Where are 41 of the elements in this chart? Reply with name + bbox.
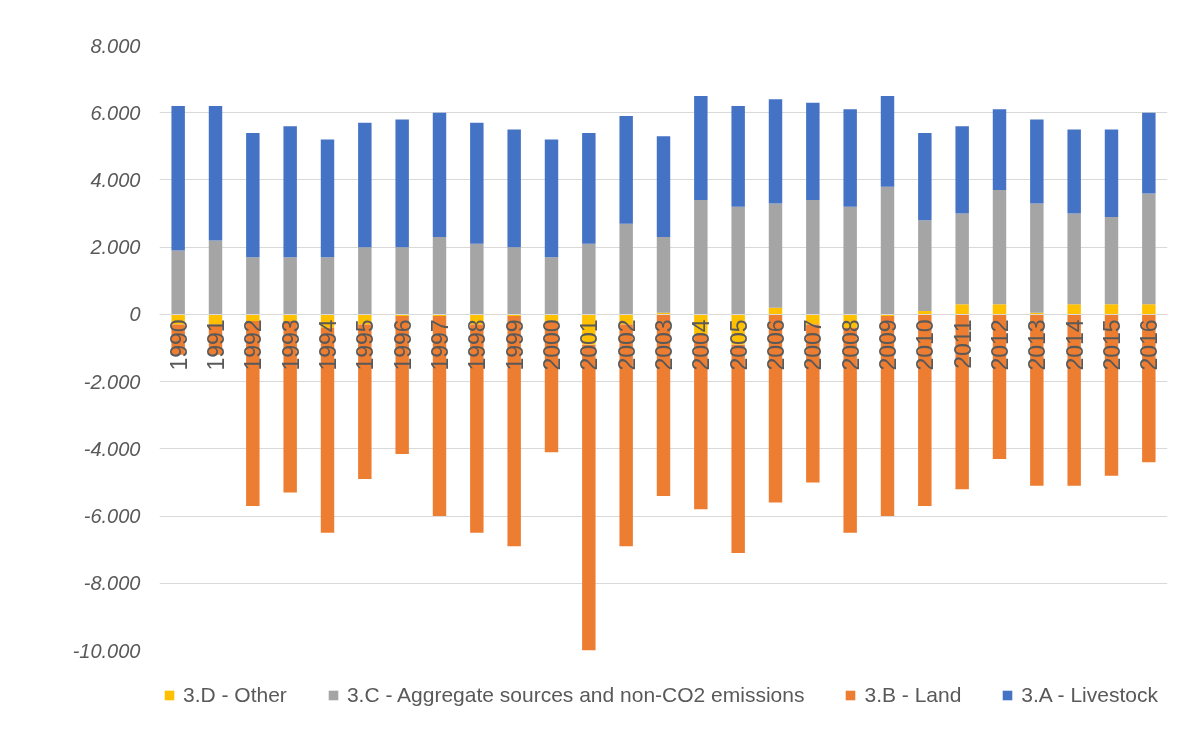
x-tick-label: 2012 — [987, 319, 1013, 371]
y-tick-label: 6.000 — [90, 101, 141, 124]
y-tick-label: 8.000 — [90, 34, 141, 57]
y-tick-label: -2.000 — [83, 370, 141, 393]
legend-label: 3.B - Land — [864, 683, 962, 707]
x-tick-label: 2014 — [1061, 319, 1088, 371]
y-tick-label: -4.000 — [83, 437, 141, 460]
x-tick-label: 2000 — [539, 319, 565, 371]
x-tick-label: 2007 — [800, 319, 827, 371]
y-tick-label: -6.000 — [83, 505, 141, 528]
y-tick-label: 4.000 — [90, 168, 141, 191]
x-tick-label: 2010 — [912, 319, 939, 371]
y-tick-label: 2.000 — [89, 236, 141, 259]
y-tick-label: -10.000 — [72, 639, 141, 662]
x-tick-label: 1995 — [352, 319, 379, 371]
legend-label: 3.C - Aggregate sources and non-CO2 emissions — [346, 683, 805, 707]
x-tick-label: 2001 — [576, 319, 603, 371]
x-tick-label: 1994 — [315, 319, 341, 371]
x-tick-label: 1991 — [203, 319, 229, 371]
x-tick-label: 2015 — [1099, 319, 1125, 371]
y-tick-label: -8.000 — [83, 572, 141, 595]
x-tick-label: 2008 — [837, 319, 864, 371]
x-tick-label: 1993 — [277, 319, 304, 371]
x-tick-label: 2004 — [688, 319, 715, 371]
x-tick-label: 1996 — [389, 319, 416, 371]
x-tick-label: 2006 — [763, 319, 789, 371]
x-tick-label: 1992 — [240, 319, 267, 371]
x-tick-label: 2011 — [949, 319, 976, 369]
x-tick-label: 2005 — [725, 319, 752, 371]
y-tick-label: 0 — [129, 303, 141, 326]
x-tick-label: 1990 — [165, 319, 192, 371]
legend-label: 3.D - Other — [183, 683, 287, 707]
x-tick-label: 1998 — [464, 319, 491, 371]
x-tick-label: 2016 — [1136, 319, 1163, 371]
x-tick-label: 2003 — [651, 319, 677, 371]
x-tick-label: 2013 — [1024, 319, 1051, 371]
x-tick-label: 2009 — [875, 319, 901, 371]
x-tick-label: 1997 — [427, 319, 453, 371]
x-tick-label: 1999 — [501, 319, 528, 371]
x-tick-label: 2002 — [613, 319, 640, 371]
legend-label: 3.A - Livestock — [1021, 683, 1158, 707]
